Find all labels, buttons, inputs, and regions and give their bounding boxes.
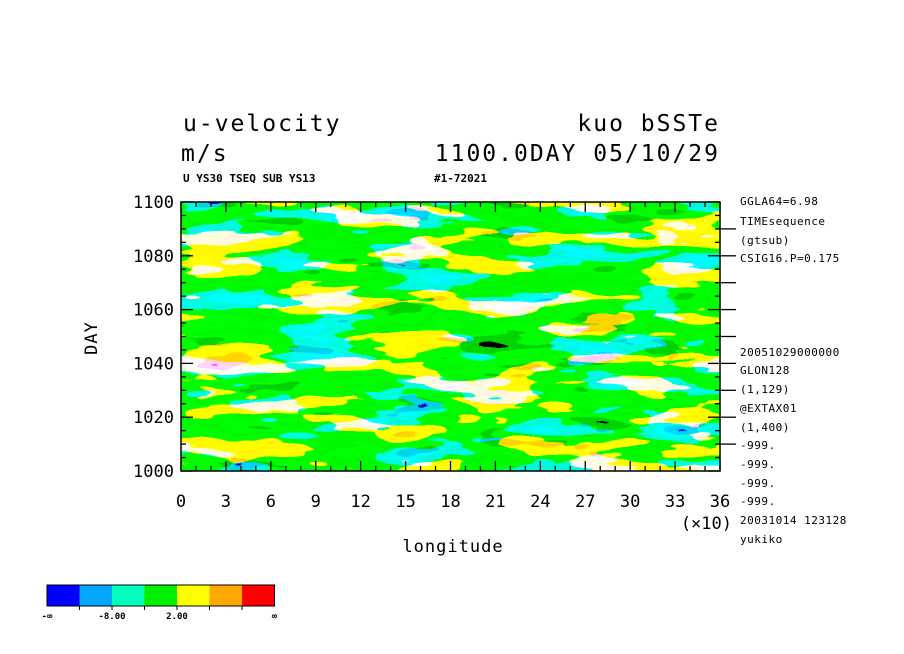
- units-label: m/s: [181, 141, 229, 167]
- subtitle-right: #1-72021: [434, 172, 487, 185]
- time-label: 1100.0DAY 05/10/29: [435, 141, 720, 167]
- y-tick-label: 1040: [133, 354, 174, 374]
- legend-label: -8.00: [98, 612, 125, 622]
- x-tick-label: 24: [530, 492, 550, 512]
- legend-label: -∞: [42, 612, 53, 622]
- side-info-line: 20031014 123128: [740, 514, 847, 527]
- side-info-line: 20051029000000: [740, 346, 840, 359]
- side-info: GGLA64=6.98 TIMEsequence (gtsub) CSIG16.P=0…: [740, 195, 847, 546]
- legend-swatch: [79, 585, 112, 606]
- y-tick-label: 1020: [133, 408, 174, 428]
- x-tick-label: 15: [395, 492, 415, 512]
- y-tick-label: 1060: [133, 301, 174, 321]
- legend-swatch: [47, 585, 80, 606]
- side-info-line: @EXTAX01: [740, 402, 797, 415]
- legend-label: 2.00: [166, 612, 188, 622]
- legend-frame: [46, 584, 275, 607]
- y-tick-label: 1000: [133, 462, 174, 482]
- x-tick-label: 18: [440, 492, 460, 512]
- y-tick-label: 1100: [133, 193, 174, 213]
- y-tick-label: 1080: [133, 247, 174, 267]
- legend-label: ∞: [272, 612, 278, 622]
- x-tick-label: 21: [485, 492, 505, 512]
- side-info-line: -999.: [740, 477, 776, 490]
- x-tick-label: 33: [665, 492, 685, 512]
- legend-swatch: [209, 585, 242, 606]
- legend-swatch: [144, 585, 177, 606]
- x-tick-label: 3: [221, 492, 231, 512]
- side-info-line: -999.: [740, 495, 776, 508]
- x-axis-ticks: 0 3 6 9 12 15 18 21 24 27 30 33 36: [176, 202, 730, 512]
- x-tick-label: 9: [311, 492, 321, 512]
- side-info-line: (gtsub): [740, 234, 790, 247]
- legend-swatch: [242, 585, 275, 606]
- side-info-line: GGLA64=6.98: [740, 195, 818, 208]
- heatmap-field: [181, 202, 720, 471]
- x-tick-label: 36: [710, 492, 730, 512]
- side-info-line: TIMEsequence: [740, 215, 825, 228]
- x-axis-label: longitude: [402, 537, 503, 557]
- y-axis-ticks: 1000 1020 1040 1060 1080 1100: [133, 193, 736, 482]
- side-info-line: (1,129): [740, 383, 790, 396]
- side-info-line: -999.: [740, 439, 776, 452]
- x-multiplier: (×10): [681, 514, 732, 534]
- x-tick-label: 0: [176, 492, 186, 512]
- chart-title-right: kuo bSSTe: [577, 111, 720, 137]
- legend-swatch: [177, 585, 210, 606]
- side-info-line: GLON128: [740, 364, 790, 377]
- legend-swatch: [112, 585, 145, 606]
- side-info-line: (1,400): [740, 421, 790, 434]
- x-tick-label: 30: [620, 492, 640, 512]
- y-axis-label: DAY: [82, 321, 102, 355]
- side-info-line: -999.: [740, 458, 776, 471]
- x-tick-label: 27: [575, 492, 595, 512]
- x-tick-label: 12: [350, 492, 370, 512]
- color-legend: -∞ -8.00 2.00 ∞: [42, 584, 278, 622]
- x-tick-label: 6: [266, 492, 276, 512]
- side-info-line: CSIG16.P=0.175: [740, 252, 840, 265]
- chart-title: u-velocity: [183, 111, 341, 137]
- subtitle-left: U YS30 TSEQ SUB YS13: [183, 172, 315, 185]
- side-info-line: yukiko: [740, 533, 783, 546]
